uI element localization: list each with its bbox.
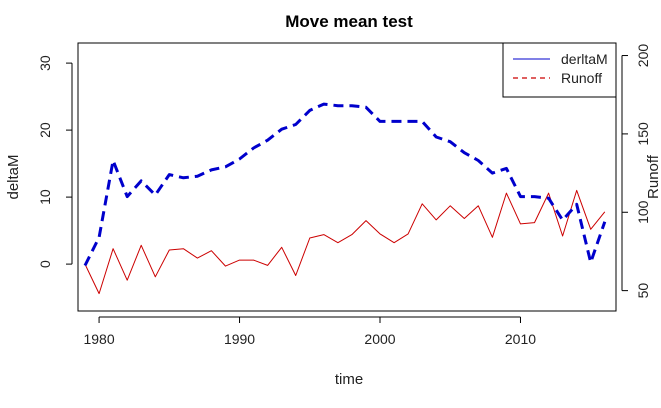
plot-area-frame bbox=[77, 42, 617, 312]
series-layer bbox=[83, 102, 607, 295]
legend-deltam-label: derltaM bbox=[561, 51, 608, 67]
y2-tick-label: 50 bbox=[635, 283, 651, 299]
series-line-derltam bbox=[84, 189, 606, 295]
legend: derltaM Runoff bbox=[502, 42, 617, 98]
y2-tick-label: 100 bbox=[635, 200, 651, 224]
y2-tick-label: 150 bbox=[635, 122, 651, 146]
x-axis: 1980 1990 2000 2010 bbox=[83, 316, 536, 347]
y-axis-label: deltaM bbox=[5, 154, 22, 199]
x-tick-label: 1980 bbox=[83, 331, 114, 347]
y-tick-label: 20 bbox=[37, 122, 53, 138]
y-tick-label: 30 bbox=[37, 55, 53, 71]
y2-tick-label: 200 bbox=[635, 44, 651, 68]
x-tick-label: 2010 bbox=[505, 331, 536, 347]
x-axis-label: time bbox=[335, 371, 363, 388]
legend-runoff-label: Runoff bbox=[561, 70, 602, 86]
y-tick-label: 0 bbox=[37, 260, 53, 268]
chart-title: Move mean test bbox=[285, 12, 413, 31]
series-line-runoff bbox=[83, 102, 607, 267]
x-tick-label: 1990 bbox=[224, 331, 255, 347]
y2-axis-label: Runoff bbox=[645, 154, 661, 199]
y2-axis: 50 100 150 200 bbox=[621, 44, 651, 299]
x-tick-label: 2000 bbox=[364, 331, 395, 347]
legend-box bbox=[502, 42, 617, 98]
y-axis: 0 10 20 30 bbox=[37, 55, 73, 268]
y-tick-label: 10 bbox=[37, 189, 53, 205]
